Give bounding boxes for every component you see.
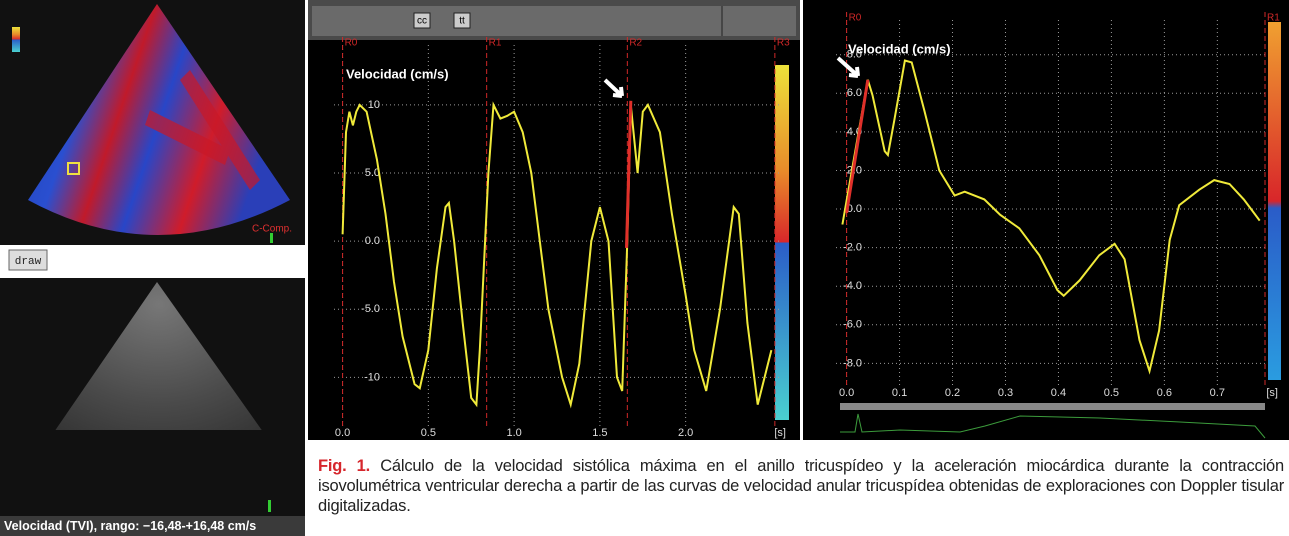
toolbar-button-label[interactable]: cc bbox=[417, 16, 427, 27]
x-tick-label: 1.5 bbox=[592, 427, 607, 439]
page: C-Comp. draw cc tt 105.00.0-5.0-100.00.5… bbox=[0, 0, 1289, 536]
x-tick-label: 0.5 bbox=[1104, 387, 1119, 399]
y-axis-label: Velocidad (cm/s) bbox=[346, 66, 449, 81]
toolbar-inner bbox=[312, 6, 796, 36]
time-ruler bbox=[840, 403, 1265, 410]
draw-button-label[interactable]: draw bbox=[15, 256, 42, 268]
caption-label: Fig. 1. bbox=[318, 457, 370, 475]
x-tick-label: 0.0 bbox=[839, 387, 854, 399]
marker-label: R0 bbox=[345, 38, 358, 49]
y-tick-label: -2.0 bbox=[843, 242, 862, 254]
x-tick-label: 0.2 bbox=[945, 387, 960, 399]
color-scale bbox=[12, 27, 20, 52]
y-tick-label: 0.0 bbox=[365, 235, 380, 247]
caption-text: Cálculo de la velocidad sistólica máxima… bbox=[318, 457, 1284, 515]
chart-panel bbox=[803, 0, 1289, 440]
y-tick-label: -8.0 bbox=[843, 357, 862, 369]
tvi-panel-edge bbox=[0, 430, 305, 450]
toolbar-button-label[interactable]: tt bbox=[459, 16, 465, 27]
marker-label: R1 bbox=[1267, 13, 1280, 24]
color-bar bbox=[775, 65, 789, 420]
x-tick-label: 1.0 bbox=[506, 427, 521, 439]
marker-label: R3 bbox=[777, 38, 790, 49]
x-tick-label: 2.0 bbox=[678, 427, 693, 439]
marker-label: R2 bbox=[629, 38, 642, 49]
y-tick-label: -6.0 bbox=[843, 319, 862, 331]
x-tick-label: 0.6 bbox=[1157, 387, 1172, 399]
figure-caption: Fig. 1. Cálculo de la velocidad sistólic… bbox=[318, 456, 1284, 516]
x-tick-label: 0.5 bbox=[421, 427, 436, 439]
x-tick-label: 0.0 bbox=[335, 427, 350, 439]
x-tick-label: 0.3 bbox=[998, 387, 1013, 399]
indicator bbox=[268, 500, 271, 512]
color-bar bbox=[1268, 22, 1281, 380]
indicator bbox=[270, 233, 273, 243]
tvi-caption: Velocidad (TVI), rango: −16,48-+16,48 cm… bbox=[0, 516, 305, 536]
y-tick-label: -4.0 bbox=[843, 280, 862, 292]
x-axis-label: [s] bbox=[774, 427, 786, 439]
y-tick-label: 6.0 bbox=[847, 87, 862, 99]
x-tick-label: 0.4 bbox=[1051, 387, 1066, 399]
doppler-label: C-Comp. bbox=[252, 224, 292, 235]
tvi-panel-bottom: Velocidad (TVI), rango: −16,48-+16,48 cm… bbox=[0, 450, 305, 536]
y-tick-label: 10 bbox=[368, 99, 380, 111]
y-axis-label: Velocidad (cm/s) bbox=[848, 41, 951, 56]
x-axis-label: [s] bbox=[1266, 387, 1278, 399]
x-tick-label: 0.7 bbox=[1210, 387, 1225, 399]
y-tick-label: -5.0 bbox=[361, 303, 380, 315]
y-tick-label: -10 bbox=[364, 371, 380, 383]
marker-label: R0 bbox=[849, 13, 862, 24]
marker-label: R1 bbox=[489, 38, 502, 49]
x-tick-label: 0.1 bbox=[892, 387, 907, 399]
